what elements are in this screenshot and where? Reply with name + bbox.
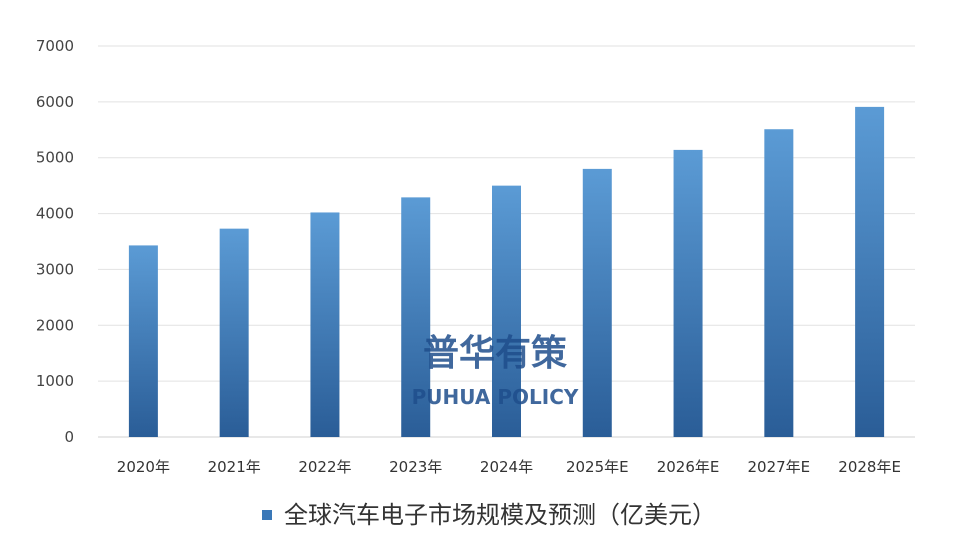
- watermark-cn: 普华有策: [423, 333, 567, 374]
- x-tick-label: 2023年: [389, 458, 442, 476]
- y-tick-label: 1000: [36, 372, 74, 390]
- bar: [582, 168, 612, 437]
- bar: [128, 245, 158, 437]
- bars: [128, 106, 885, 438]
- watermark: 普华有策 PUHUA POLICY: [412, 333, 579, 409]
- watermark-en: PUHUA POLICY: [412, 385, 579, 409]
- bar: [764, 129, 794, 437]
- x-tick-label: 2028年E: [838, 458, 901, 476]
- x-tick-label: 2024年: [480, 458, 533, 476]
- y-tick-label: 7000: [36, 37, 74, 55]
- y-tick-label: 3000: [36, 260, 74, 278]
- x-tick-label: 2025年E: [566, 458, 629, 476]
- x-tick-label: 2022年: [298, 458, 351, 476]
- x-tick-label: 2021年: [208, 458, 261, 476]
- y-tick-label: 4000: [36, 205, 74, 223]
- x-tick-label: 2020年: [117, 458, 170, 476]
- y-tick-label: 5000: [36, 149, 74, 167]
- legend: 全球汽车电子市场规模及预测（亿美元）: [262, 501, 716, 529]
- x-tick-label: 2027年E: [748, 458, 811, 476]
- bar: [855, 106, 885, 438]
- y-tick-label: 6000: [36, 93, 74, 111]
- y-axis: 0 1000 2000 3000 4000 5000 6000 7000: [36, 37, 74, 446]
- y-tick-label: 0: [64, 428, 74, 446]
- x-axis: 2020年 2021年 2022年 2023年 2024年 2025年E 2026年E 202…: [117, 458, 901, 476]
- legend-swatch: [262, 510, 272, 520]
- bar: [310, 212, 340, 437]
- bar: [401, 197, 431, 437]
- bar: [673, 149, 703, 437]
- y-tick-label: 2000: [36, 316, 74, 334]
- legend-label: 全球汽车电子市场规模及预测（亿美元）: [284, 501, 716, 529]
- x-tick-label: 2026年E: [657, 458, 720, 476]
- bar: [492, 185, 521, 437]
- bar: [219, 228, 249, 437]
